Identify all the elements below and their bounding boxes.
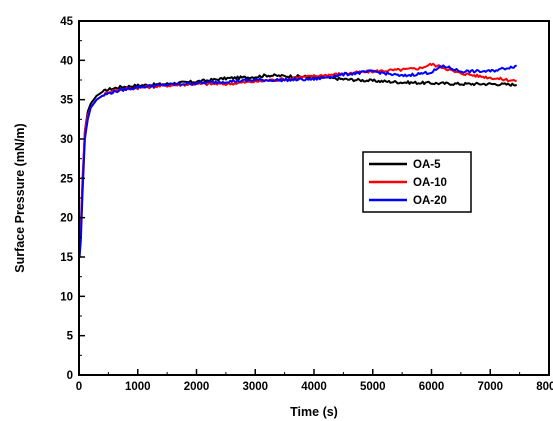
legend-label: OA-5 <box>413 159 441 171</box>
legend: OA-5 OA-10 OA-20 <box>362 151 472 213</box>
x-tick-label: 1000 <box>125 381 151 393</box>
y-tick-label: 5 <box>67 331 74 343</box>
y-tick-label: 30 <box>60 134 73 146</box>
y-tick-label: 0 <box>67 370 73 382</box>
series-line-oa-20 <box>78 64 517 258</box>
y-tick-label: 20 <box>60 213 73 225</box>
x-tick-label: 3000 <box>242 381 268 393</box>
y-axis-title: Surface Pressure (mN/m) <box>13 123 27 272</box>
x-tick-label: 6000 <box>419 381 445 393</box>
legend-label: OA-20 <box>413 195 447 207</box>
plot-series <box>78 62 518 258</box>
y-tick-label: 25 <box>60 173 73 185</box>
x-tick-label: 5000 <box>360 381 386 393</box>
x-tick-label: 2000 <box>184 381 210 393</box>
legend-label: OA-10 <box>413 177 447 189</box>
y-tick-label: 45 <box>60 16 73 28</box>
x-tick-label: 0 <box>76 381 82 393</box>
y-tick-label: 35 <box>60 95 73 107</box>
x-tick-label: 7000 <box>477 381 503 393</box>
x-tick-label: 4000 <box>301 381 327 393</box>
x-axis-title: Time (s) <box>290 405 338 419</box>
y-tick-label: 40 <box>60 55 73 67</box>
y-tick-label: 10 <box>60 291 73 303</box>
y-tick-label: 15 <box>60 252 73 264</box>
y-axis: 0 5 10 15 20 25 30 35 40 45 <box>60 16 85 382</box>
